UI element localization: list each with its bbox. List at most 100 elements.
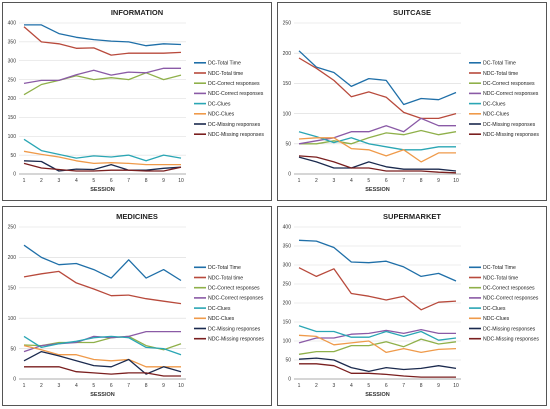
y-tick-label: 150 bbox=[283, 320, 292, 326]
x-tick-label: 5 bbox=[92, 383, 95, 389]
x-tick-label: 3 bbox=[57, 178, 60, 184]
x-tick-label: 2 bbox=[315, 178, 318, 184]
legend-label: NDC-Total time bbox=[208, 71, 243, 77]
chart-title: SUPERMARKET bbox=[383, 212, 441, 221]
x-tick-label: 9 bbox=[162, 178, 165, 184]
y-tick-label: 200 bbox=[283, 301, 292, 307]
series-line bbox=[298, 131, 456, 151]
chart-panel-suitcase: SUITCASE 0 50 100 150 200 250 1 2 3 4 5 6 7 8 9 10 SESSIO… bbox=[277, 2, 547, 201]
series-line bbox=[23, 67, 181, 85]
series-line bbox=[23, 138, 182, 162]
legend-label: DC-Correct responses bbox=[208, 81, 260, 87]
series-line bbox=[298, 156, 457, 172]
x-tick-label: 10 bbox=[178, 178, 184, 184]
chart-title: MEDICINES bbox=[116, 212, 158, 221]
x-tick-label: 6 bbox=[385, 383, 388, 389]
series-line bbox=[298, 267, 457, 311]
y-tick-label: 0 bbox=[13, 377, 16, 383]
chart-title: INFORMATION bbox=[111, 8, 163, 17]
chart-panel-medicines: MEDICINES 0 50 100 150 200 250 1 2 3 4 5 6 7 8 9 10 SESSI… bbox=[2, 206, 272, 406]
y-tick-label: 50 bbox=[10, 346, 16, 352]
chart-panel-supermarket: SUPERMARKET 0 50 100 150 200 250 300 350 400 1 2 3 4 5… bbox=[277, 206, 547, 406]
x-axis-label: SESSION bbox=[90, 392, 114, 398]
legend-label: NDC-Correct responses bbox=[483, 296, 539, 302]
y-tick-label: 0 bbox=[288, 172, 291, 178]
legend-label: DC-Total Time bbox=[208, 61, 241, 67]
legend-label: NDC-Total time bbox=[208, 275, 243, 281]
y-tick-label: 400 bbox=[8, 21, 17, 27]
x-tick-label: 3 bbox=[332, 178, 335, 184]
x-tick-label: 3 bbox=[332, 383, 335, 389]
legend-label: NDC-Clues bbox=[208, 316, 235, 322]
x-axis-label: SESSION bbox=[365, 187, 389, 193]
y-tick-label: 250 bbox=[8, 225, 17, 231]
y-tick-label: 150 bbox=[283, 81, 292, 87]
legend-label: NDC-Correct responses bbox=[208, 296, 264, 302]
x-tick-label: 3 bbox=[57, 383, 60, 389]
x-tick-label: 6 bbox=[385, 178, 388, 184]
x-tick-label: 9 bbox=[162, 383, 165, 389]
x-axis-label: SESSION bbox=[90, 187, 114, 193]
legend-label: DC-Total Time bbox=[483, 265, 516, 271]
y-tick-label: 150 bbox=[8, 286, 17, 292]
series-line bbox=[298, 137, 456, 163]
series-line bbox=[298, 57, 457, 120]
y-tick-label: 100 bbox=[283, 339, 292, 345]
x-tick-label: 4 bbox=[75, 178, 78, 184]
legend-label: NDC-Clues bbox=[483, 316, 510, 322]
y-tick-label: 200 bbox=[8, 255, 17, 261]
x-tick-label: 6 bbox=[110, 383, 113, 389]
chart-svg: MEDICINES 0 50 100 150 200 250 1 2 3 4 5 6 7 8 9 10 SESSI… bbox=[8, 212, 265, 398]
legend-label: DC-Correct responses bbox=[208, 286, 260, 292]
x-tick-label: 10 bbox=[453, 178, 459, 184]
series-line bbox=[23, 162, 182, 172]
series-line bbox=[298, 239, 457, 282]
x-tick-label: 7 bbox=[127, 383, 130, 389]
series-line bbox=[23, 72, 182, 96]
x-tick-label: 2 bbox=[40, 178, 43, 184]
legend-label: DC-Total Time bbox=[208, 265, 241, 271]
chart-svg: INFORMATION 0 50 100 150 200 250 300 350 400 1 2 3 4 5… bbox=[8, 8, 265, 193]
legend-label: NDC-Total time bbox=[483, 275, 518, 281]
legend-label: NDC-Correct responses bbox=[208, 91, 264, 97]
y-tick-label: 150 bbox=[8, 115, 17, 121]
legend-label: DC-Correct responses bbox=[483, 286, 535, 292]
y-tick-label: 200 bbox=[8, 96, 17, 102]
x-axis-label: SESSION bbox=[365, 392, 389, 398]
series-line bbox=[23, 270, 182, 305]
x-tick-label: 9 bbox=[437, 383, 440, 389]
x-tick-label: 2 bbox=[315, 383, 318, 389]
legend-label: NDC-Total time bbox=[483, 71, 518, 77]
series-line bbox=[298, 338, 457, 355]
series-line bbox=[299, 363, 456, 378]
y-tick-label: 250 bbox=[283, 282, 292, 288]
x-tick-label: 10 bbox=[453, 383, 459, 389]
x-tick-label: 7 bbox=[402, 178, 405, 184]
y-tick-label: 250 bbox=[283, 21, 292, 27]
series-line bbox=[23, 150, 181, 166]
y-tick-label: 100 bbox=[8, 134, 17, 140]
y-tick-label: 100 bbox=[8, 316, 17, 322]
y-tick-label: 350 bbox=[8, 40, 17, 46]
x-tick-label: 4 bbox=[350, 178, 353, 184]
legend-label: NDC-Clues bbox=[208, 112, 235, 118]
y-tick-label: 200 bbox=[283, 51, 292, 57]
x-tick-label: 2 bbox=[40, 383, 43, 389]
x-tick-label: 7 bbox=[127, 178, 130, 184]
y-tick-label: 100 bbox=[283, 111, 292, 117]
series-line bbox=[298, 155, 457, 174]
x-tick-label: 9 bbox=[437, 178, 440, 184]
series-line bbox=[298, 357, 457, 373]
x-tick-label: 8 bbox=[420, 178, 423, 184]
series-line bbox=[298, 325, 457, 341]
series-line bbox=[24, 24, 182, 47]
legend-label: NDC-Missing responses bbox=[208, 337, 264, 343]
series-line bbox=[24, 366, 181, 377]
x-tick-label: 4 bbox=[350, 383, 353, 389]
legend-label: DC-Clues bbox=[483, 306, 506, 312]
y-tick-label: 350 bbox=[283, 244, 292, 250]
y-tick-label: 50 bbox=[285, 358, 291, 364]
x-tick-label: 1 bbox=[23, 178, 26, 184]
x-tick-label: 1 bbox=[23, 383, 26, 389]
x-tick-label: 10 bbox=[178, 383, 184, 389]
